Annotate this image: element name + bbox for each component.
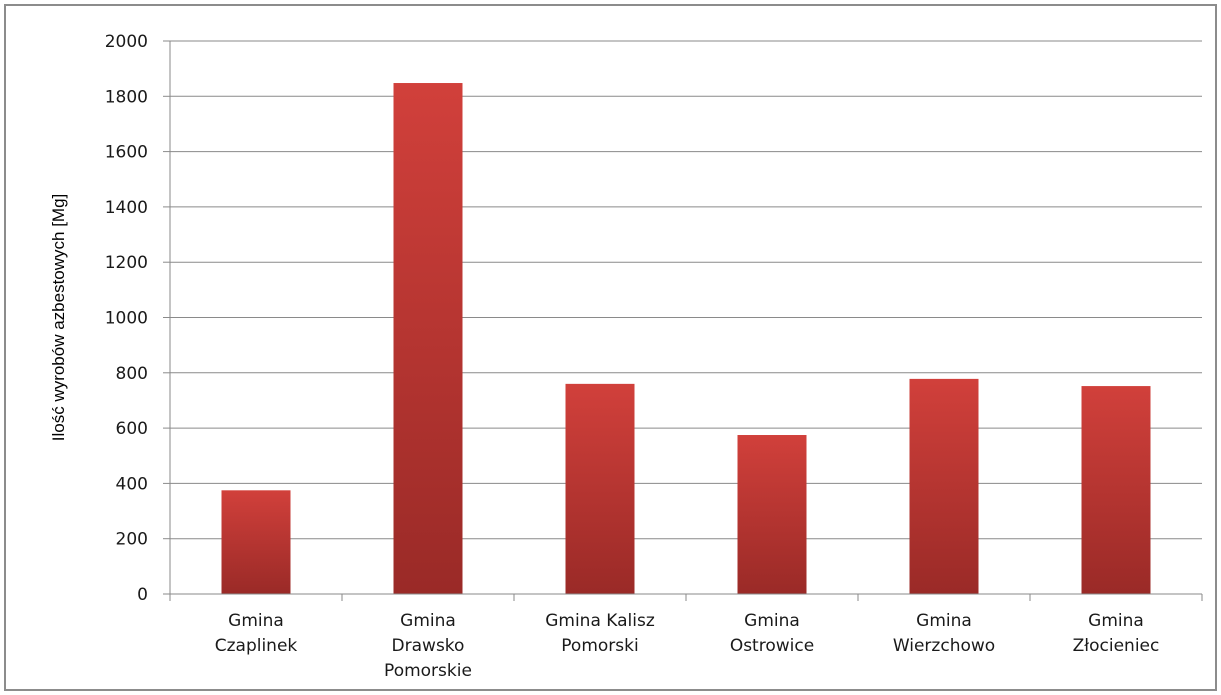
gridlines [163,40,1202,595]
y-tick-label: 1800 [105,87,148,107]
y-tick-label: 800 [116,364,148,384]
x-category-label: Gmina [916,611,972,631]
x-category-label: Gmina [228,611,284,631]
bar-chart: 0 200 400 600 800 1000 1200 1400 1600 1800 2000 Gm… [49,32,1203,681]
chart-frame: 0 200 400 600 800 1000 1200 1400 1600 1800 2000 Gm… [4,4,1217,691]
bar [393,83,463,594]
x-category-label: Gmina [400,611,456,631]
x-category-label: Gmina [744,611,800,631]
y-tick-label: 0 [137,585,148,605]
axes [169,41,1203,601]
y-tick-label: 200 [116,530,148,550]
x-category-label: Drawsko [392,636,465,656]
bar [737,435,807,594]
y-tick-label: 1000 [105,309,148,329]
y-tick-label: 1200 [105,253,148,273]
x-category-label: Pomorskie [384,661,472,681]
x-category-label: Ostrowice [730,636,814,656]
y-tick-label: 2000 [105,32,148,52]
y-tick-label: 1600 [105,143,148,163]
bar [565,383,635,594]
y-tick-label: 1400 [105,198,148,218]
x-category-label: Gmina Kalisz [545,611,655,631]
y-tick-labels: 0 200 400 600 800 1000 1200 1400 1600 1800 2000 [105,32,148,605]
bar [909,378,979,594]
x-category-label: Czaplinek [215,636,298,656]
y-axis-title: Ilość wyrobów azbestowych [Mg] [49,194,68,442]
bars [221,83,1151,594]
y-tick-label: 600 [116,419,148,439]
x-category-label: Wierzchowo [893,636,995,656]
x-category-label: Złocieniec [1073,636,1160,656]
x-category-label: Pomorski [561,636,638,656]
bar [221,490,291,594]
x-category-label: Gmina [1088,611,1144,631]
x-category-labels: Gmina Czaplinek Gmina Drawsko Pomorskie Gmina… [215,611,1160,681]
y-tick-label: 400 [116,474,148,494]
bar [1081,386,1151,594]
